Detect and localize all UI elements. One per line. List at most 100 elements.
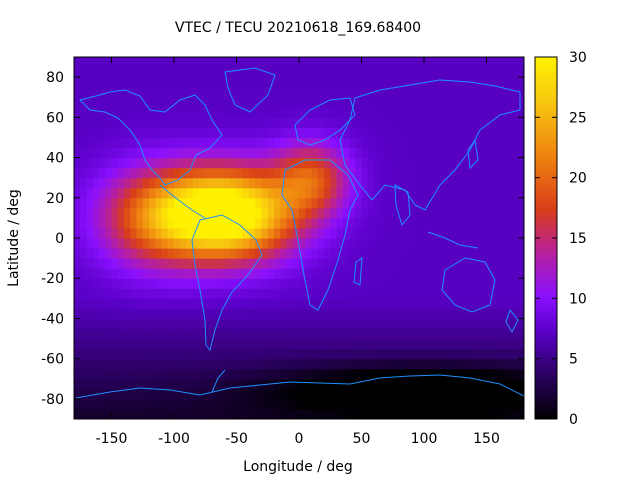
- heat-cell: [267, 177, 275, 189]
- heat-cell: [105, 368, 113, 380]
- heat-cell: [480, 127, 488, 139]
- heat-cell: [267, 388, 275, 400]
- heat-cell: [105, 57, 113, 68]
- heat-cell: [192, 268, 200, 279]
- heat-cell: [355, 338, 363, 350]
- heat-cell: [211, 408, 219, 419]
- heat-cell: [130, 157, 138, 169]
- heat-cell: [511, 248, 519, 259]
- heat-cell: [224, 318, 231, 330]
- heat-cell: [411, 248, 419, 259]
- heat-cell: [324, 348, 331, 360]
- heat-cell: [230, 268, 238, 279]
- heat-cell: [299, 207, 306, 219]
- heat-cell: [330, 217, 338, 229]
- heat-cell: [267, 197, 275, 209]
- heat-cell: [455, 408, 463, 419]
- heat-cell: [74, 57, 81, 68]
- heat-cell: [99, 67, 106, 78]
- heat-cell: [455, 388, 463, 400]
- heat-cell: [167, 57, 175, 68]
- heat-cell: [174, 298, 181, 309]
- heat-cell: [267, 87, 275, 98]
- heat-cell: [292, 258, 300, 269]
- heat-cell: [74, 147, 81, 159]
- heat-cell: [124, 147, 131, 159]
- heat-cell: [355, 187, 363, 199]
- heat-cell: [205, 248, 213, 259]
- heat-cell: [467, 368, 475, 380]
- y-tick-label: 20: [46, 191, 64, 207]
- heat-cell: [86, 388, 94, 400]
- heat-cell: [224, 227, 231, 239]
- heat-cell: [230, 177, 238, 189]
- heat-cell: [505, 238, 513, 249]
- heat-cell: [317, 87, 325, 98]
- heat-cell: [205, 358, 213, 370]
- heat-cell: [449, 97, 456, 108]
- heat-cell: [292, 318, 300, 330]
- heat-cell: [480, 87, 488, 98]
- heat-cell: [124, 137, 131, 149]
- heat-cell: [386, 408, 394, 419]
- heat-cell: [236, 238, 244, 249]
- heat-cell: [192, 348, 200, 360]
- heat-cell: [461, 238, 469, 249]
- heat-cell: [517, 217, 524, 229]
- heat-cell: [130, 117, 138, 128]
- heat-cell: [392, 278, 400, 289]
- heat-cell: [324, 268, 331, 279]
- heat-cell: [480, 288, 488, 299]
- heat-cell: [305, 388, 313, 400]
- heat-cell: [136, 147, 144, 159]
- heat-cell: [124, 197, 131, 209]
- heat-cell: [492, 368, 500, 380]
- heat-cell: [217, 248, 225, 259]
- heat-cell: [105, 157, 113, 169]
- heat-cell: [474, 107, 481, 118]
- heat-cell: [161, 298, 169, 309]
- heat-cell: [480, 217, 488, 229]
- heat-cell: [305, 77, 313, 88]
- heat-cell: [242, 318, 250, 330]
- heat-cell: [192, 278, 200, 289]
- heat-cell: [392, 87, 400, 98]
- heat-cell: [430, 328, 438, 340]
- heat-cell: [499, 318, 506, 330]
- heat-cell: [480, 187, 488, 199]
- heat-cell: [405, 308, 413, 320]
- heat-cell: [249, 238, 256, 249]
- heat-cell: [436, 77, 444, 88]
- heat-cell: [361, 298, 369, 309]
- heat-cell: [380, 288, 388, 299]
- heat-cell: [161, 268, 169, 279]
- heat-cell: [74, 107, 81, 118]
- heat-cell: [142, 117, 150, 128]
- heat-cell: [149, 338, 156, 350]
- heat-cell: [511, 398, 519, 410]
- heat-cell: [386, 197, 394, 209]
- heat-cell: [105, 227, 113, 239]
- heat-cell: [92, 298, 100, 309]
- heat-cell: [117, 378, 125, 390]
- heat-cell: [324, 127, 331, 139]
- heat-cell: [161, 398, 169, 410]
- heat-cell: [505, 227, 513, 239]
- heat-cell: [317, 107, 325, 118]
- heat-cell: [161, 308, 169, 320]
- heat-cell: [355, 107, 363, 118]
- heat-cell: [255, 77, 263, 88]
- heat-cell: [111, 238, 119, 249]
- heat-cell: [455, 57, 463, 68]
- heat-cell: [405, 288, 413, 299]
- heat-cell: [111, 398, 119, 410]
- heat-cell: [92, 328, 100, 340]
- heat-cell: [167, 207, 175, 219]
- heat-cell: [192, 227, 200, 239]
- heat-cell: [311, 107, 319, 118]
- heat-cell: [449, 117, 456, 128]
- heat-cell: [380, 358, 388, 370]
- heat-cell: [511, 368, 519, 380]
- heat-cell: [86, 107, 94, 118]
- heat-cell: [355, 87, 363, 98]
